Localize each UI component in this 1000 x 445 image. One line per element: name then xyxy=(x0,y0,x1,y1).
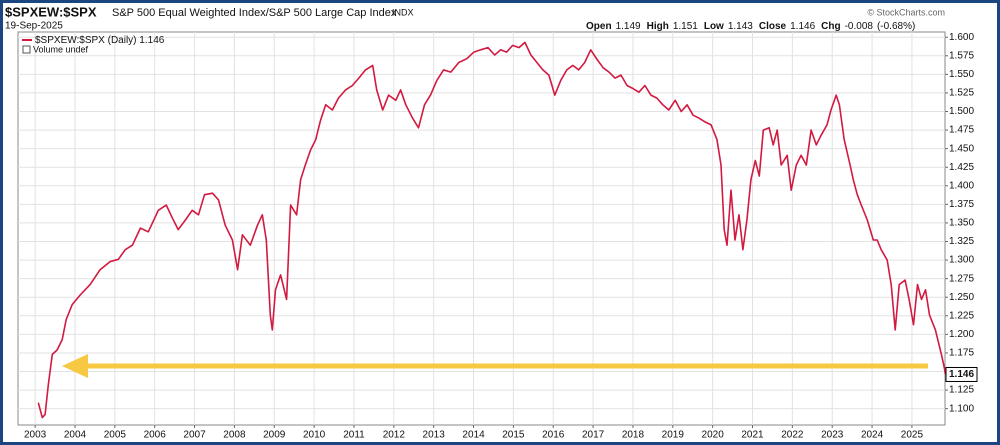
x-tick-label: 2006 xyxy=(144,430,167,441)
x-tick-label: 2009 xyxy=(263,430,286,441)
quote-value: 1.149 xyxy=(616,21,641,32)
y-tick-label: 1.100 xyxy=(949,403,974,414)
y-tick-label: 1.450 xyxy=(949,143,974,154)
y-tick-label: 1.400 xyxy=(949,180,974,191)
y-tick-label: 1.300 xyxy=(949,255,974,266)
quote-label: Open xyxy=(586,21,612,32)
x-tick-label: 2005 xyxy=(104,430,127,441)
grid: 1.1001.1251.1501.1751.2001.2251.2501.275… xyxy=(18,32,974,441)
y-tick-label: 1.350 xyxy=(949,218,974,229)
credit: © StockCharts.com xyxy=(867,7,945,17)
volume-icon xyxy=(22,45,31,54)
y-tick-label: 1.575 xyxy=(949,50,974,61)
volume-label: Volume undef xyxy=(33,44,89,54)
y-tick-label: 1.250 xyxy=(949,292,974,303)
quote-line: Open 1.149 High 1.151 Low 1.143 Close 1.146 Chg -… xyxy=(586,21,915,32)
x-tick-label: 2019 xyxy=(662,430,685,441)
x-tick-label: 2016 xyxy=(542,430,565,441)
chart-title: $SPXEW:$SPX xyxy=(5,4,97,19)
y-tick-label: 1.600 xyxy=(949,32,974,43)
y-tick-label: 1.175 xyxy=(949,348,974,359)
plot-area xyxy=(17,31,946,426)
quote-label: High xyxy=(647,21,669,32)
x-tick-label: 2018 xyxy=(622,430,645,441)
x-tick-label: 2024 xyxy=(861,430,884,441)
quote-label: Low xyxy=(704,21,724,32)
y-tick-label: 1.425 xyxy=(949,162,974,173)
price-tag-box xyxy=(945,366,978,382)
change-value: -0.008 xyxy=(845,21,874,32)
quote-value: 1.146 xyxy=(790,21,815,32)
y-tick-label: 1.325 xyxy=(949,236,974,247)
y-tick-label: 1.200 xyxy=(949,329,974,340)
y-tick-label: 1.225 xyxy=(949,310,974,321)
x-tick-label: 2003 xyxy=(24,430,47,441)
x-tick-label: 2025 xyxy=(901,430,924,441)
y-tick-label: 1.500 xyxy=(949,106,974,117)
x-tick-label: 2010 xyxy=(303,430,326,441)
quote-value: 1.143 xyxy=(728,21,753,32)
x-tick-label: 2014 xyxy=(462,430,485,441)
chart-subtitle: S&P 500 Equal Weighted Index/S&P 500 Lar… xyxy=(112,7,397,19)
x-tick-label: 2015 xyxy=(502,430,525,441)
legend-last: 1.146 xyxy=(139,35,164,46)
exchange: INDX xyxy=(392,7,414,17)
legend-entry: $SPXEW:$SPX (Daily) 1.146 xyxy=(35,35,165,46)
y-tick-label: 1.475 xyxy=(949,125,974,136)
x-tick-label: 2021 xyxy=(741,430,764,441)
quote-value: 1.151 xyxy=(673,21,698,32)
x-tick-label: 2004 xyxy=(64,430,87,441)
x-tick-label: 2008 xyxy=(223,430,246,441)
y-tick-label: 1.125 xyxy=(949,385,974,396)
change-percent: (-0.68%) xyxy=(877,21,915,32)
arrow-head xyxy=(62,354,88,378)
y-tick-label: 1.375 xyxy=(949,199,974,210)
x-tick-label: 2012 xyxy=(383,430,406,441)
x-tick-label: 2017 xyxy=(582,430,605,441)
y-tick-label: 1.275 xyxy=(949,273,974,284)
change-label: Chg xyxy=(821,21,840,32)
x-tick-label: 2020 xyxy=(702,430,725,441)
x-tick-label: 2013 xyxy=(423,430,446,441)
quote-label: Close xyxy=(759,21,787,32)
x-tick-label: 2023 xyxy=(821,430,844,441)
legend-name: $SPXEW:$SPX (Daily) xyxy=(35,35,137,46)
x-tick-label: 2022 xyxy=(781,430,804,441)
price-tag: 1.146 xyxy=(949,369,974,380)
date: 19-Sep-2025 xyxy=(5,21,63,32)
marks xyxy=(37,41,947,419)
x-tick-label: 2007 xyxy=(183,430,206,441)
y-tick-label: 1.550 xyxy=(949,69,974,80)
y-tick-label: 1.525 xyxy=(949,88,974,99)
price-line xyxy=(37,41,947,419)
x-tick-label: 2011 xyxy=(343,430,365,441)
